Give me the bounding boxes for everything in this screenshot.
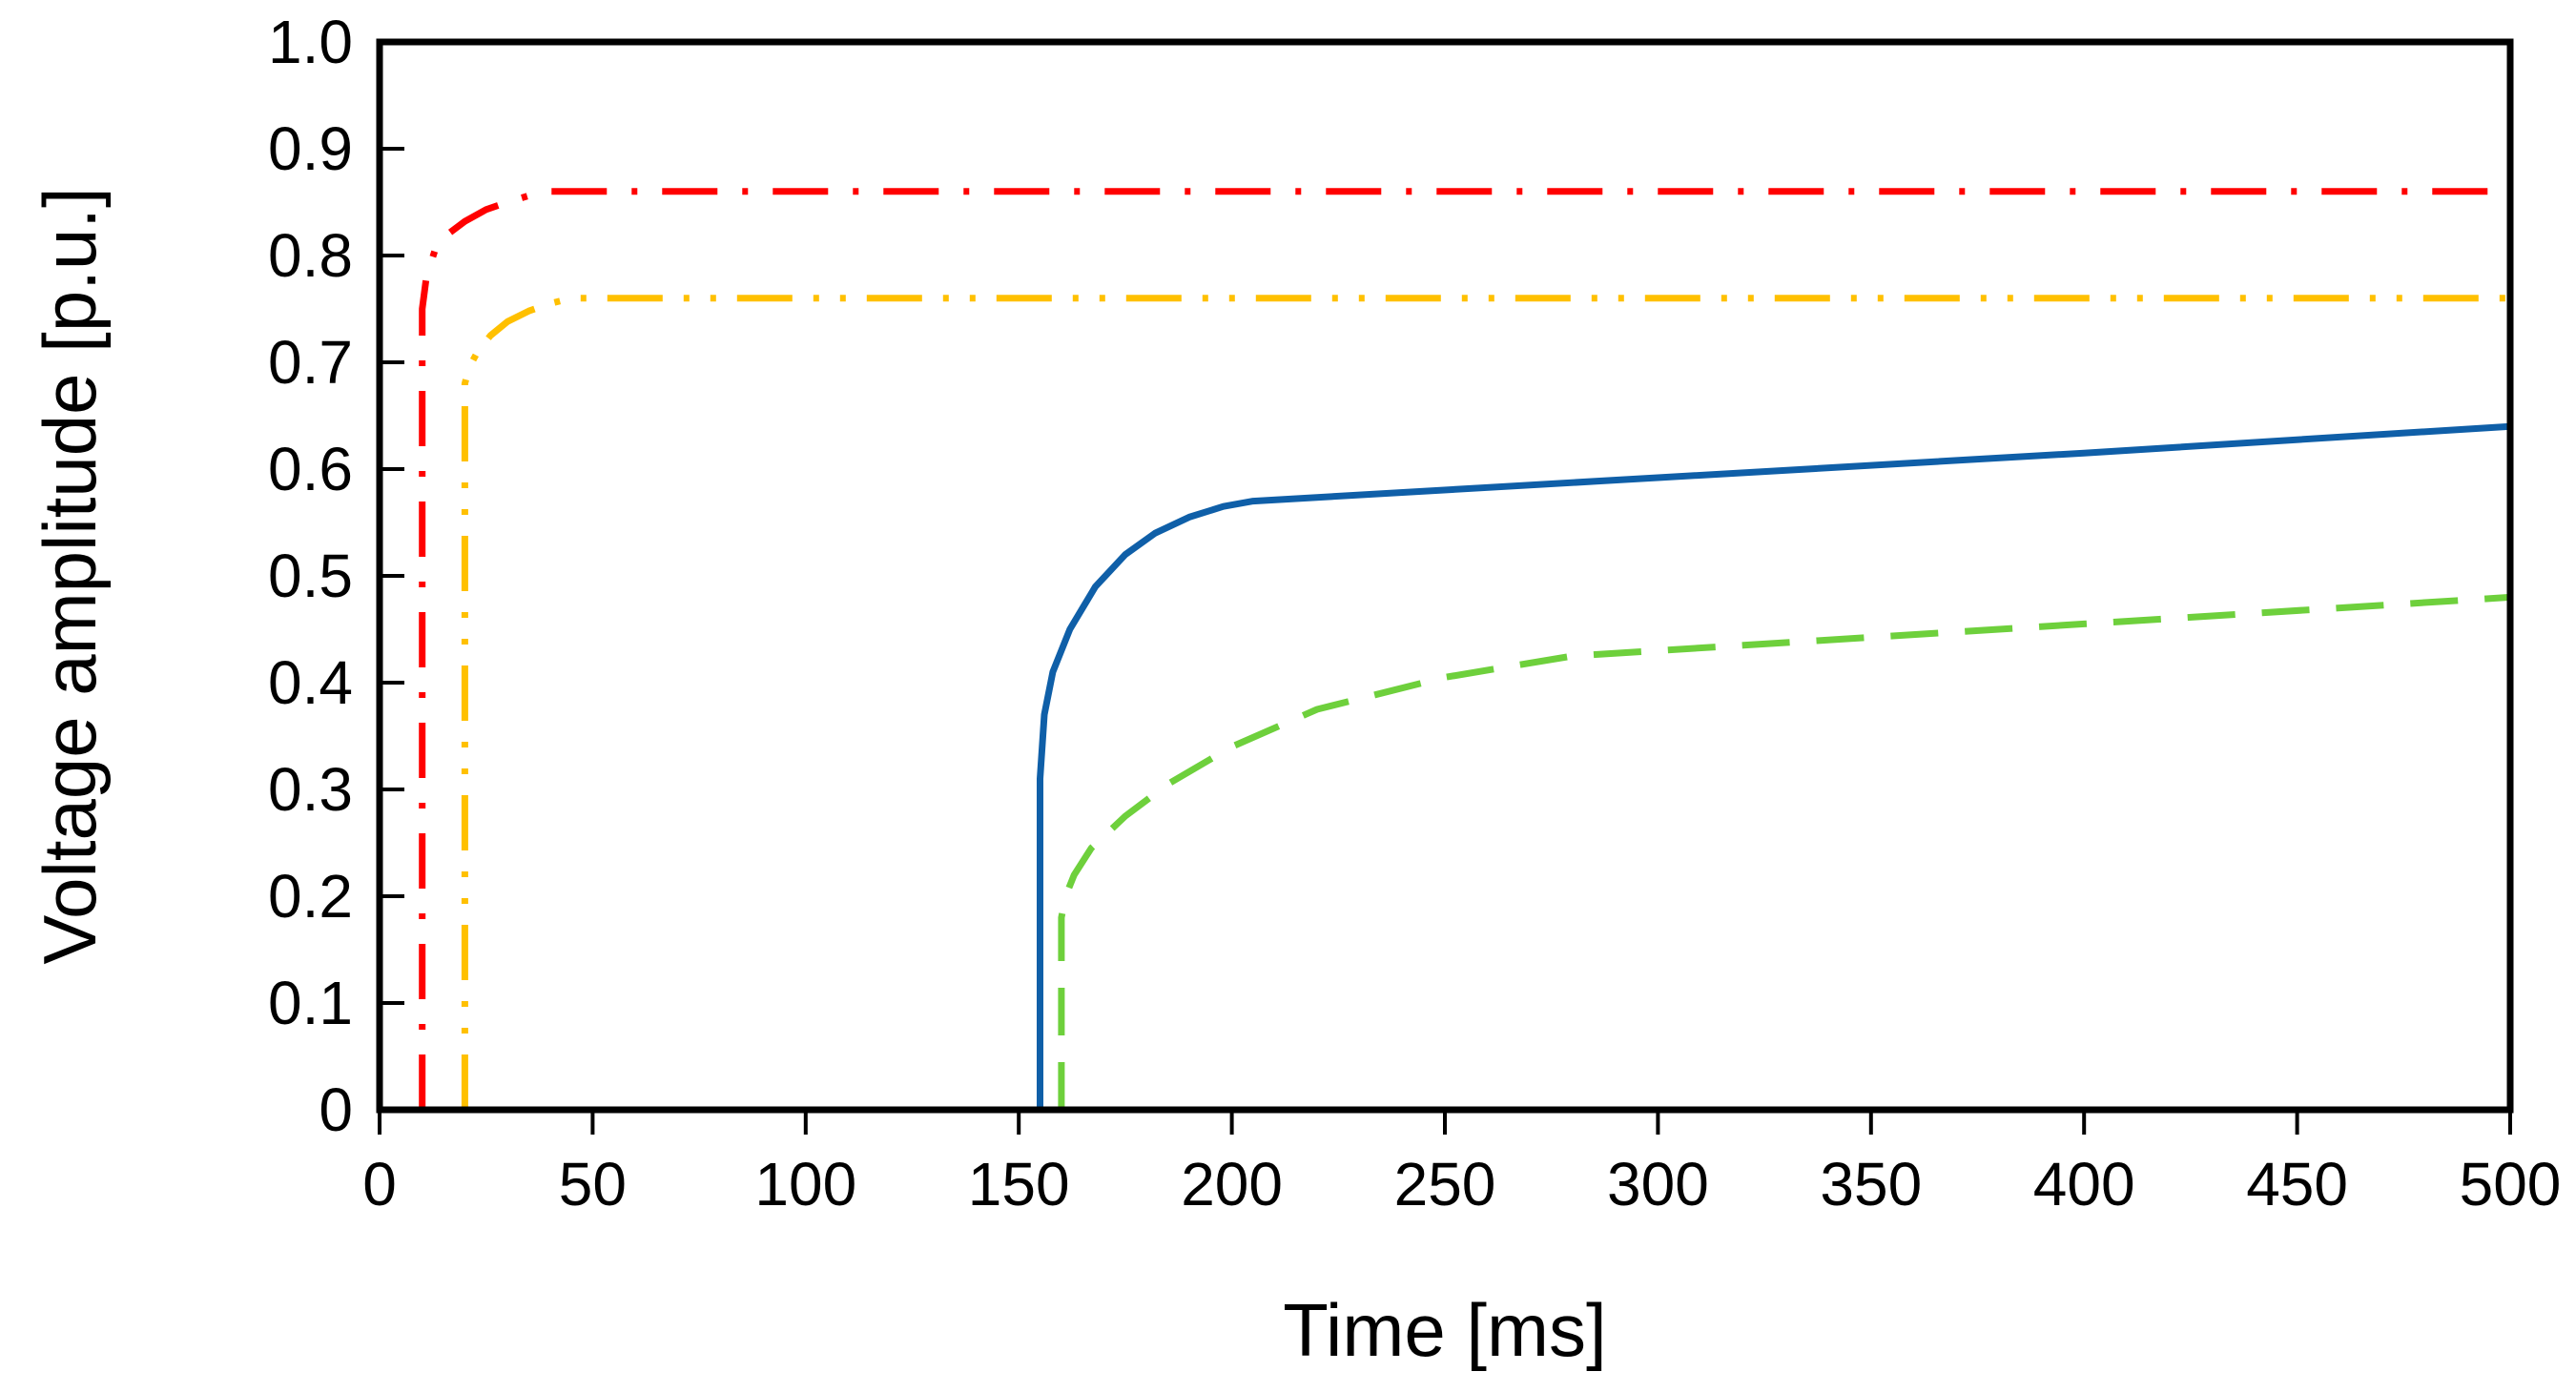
y-tick-label: 0.5 — [268, 542, 353, 610]
series-layer — [419, 188, 2511, 1110]
series-line-4 — [1058, 593, 2511, 1110]
x-tick-label: 300 — [1607, 1150, 1709, 1218]
series-line-1 — [419, 188, 2510, 1110]
x-tick-label: 100 — [754, 1150, 856, 1218]
x-tick-label: 250 — [1394, 1150, 1496, 1218]
y-tick-label: 1.0 — [268, 8, 353, 76]
y-tick-label: 0.9 — [268, 114, 353, 183]
x-tick-label: 200 — [1181, 1150, 1283, 1218]
x-tick-label: 350 — [1820, 1150, 1922, 1218]
x-tick-label: 0 — [362, 1150, 397, 1218]
y-axis-title: Voltage amplitude [p.u.] — [28, 187, 112, 964]
y-tick-label: 0.3 — [268, 755, 353, 824]
x-tick-label: 500 — [2460, 1150, 2562, 1218]
y-tick-label: 0.7 — [268, 328, 353, 397]
x-tick-label: 400 — [2033, 1150, 2135, 1218]
plot-frame — [376, 38, 2514, 1114]
x-axis: 0 50 100 150 200 250 300 350 400 450 500 — [362, 1110, 2561, 1218]
series-line-3 — [1037, 422, 2511, 1110]
x-axis-title: Time [ms] — [1283, 1288, 1606, 1372]
y-tick-label: 0.4 — [268, 648, 353, 717]
y-tick-label: 0.1 — [268, 969, 353, 1037]
x-tick-label: 450 — [2246, 1150, 2348, 1218]
x-tick-label: 50 — [559, 1150, 627, 1218]
y-tick-label: 0.6 — [268, 435, 353, 503]
y-tick-label: 0.2 — [268, 862, 353, 931]
y-tick-label: 0.8 — [268, 221, 353, 290]
x-tick-label: 150 — [968, 1150, 1070, 1218]
series-line-2 — [461, 295, 2510, 1110]
y-tick-label: 0 — [319, 1075, 353, 1144]
y-axis: 0 0.1 0.2 0.3 0.4 0.5 0.6 0.7 0.8 0.9 1.0 — [268, 8, 404, 1144]
